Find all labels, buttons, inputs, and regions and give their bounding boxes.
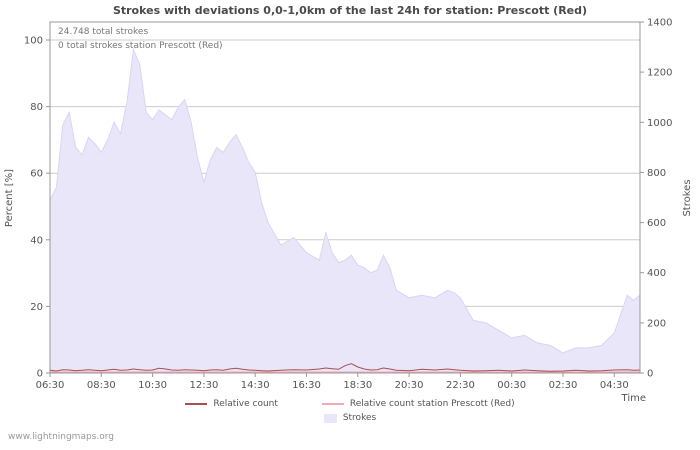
left-axis-tick-label: 0 — [37, 369, 43, 380]
right-axis-label: Strokes — [682, 179, 693, 216]
left-axis-tick-label: 20 — [30, 302, 43, 313]
x-axis-label: Time — [621, 393, 646, 404]
legend-label-relative-count-station: Relative count station Prescott (Red) — [349, 399, 515, 409]
left-axis-tick-label: 60 — [30, 169, 43, 180]
strokes-swatch — [323, 413, 337, 423]
left-axis-tick-label: 80 — [30, 102, 43, 113]
x-axis-tick-label: 20:30 — [395, 380, 424, 391]
total-strokes-annotation: 24.748 total strokes — [58, 27, 149, 37]
left-axis-tick-label: 100 — [24, 36, 43, 47]
x-axis-tick-label: 06:30 — [36, 380, 65, 391]
legend-item-relative-count: Relative count — [185, 399, 278, 409]
legend-item-strokes: Strokes — [323, 413, 377, 423]
right-axis-tick-label: 200 — [647, 318, 666, 329]
x-axis-tick-label: 00:30 — [497, 380, 526, 391]
watermark: www.lightningmaps.org — [8, 432, 114, 442]
x-axis-tick-label: 02:30 — [549, 380, 578, 391]
relative-count-line — [49, 363, 641, 372]
x-axis-tick-label: 18:30 — [343, 380, 372, 391]
x-axis-tick-label: 12:30 — [189, 380, 218, 391]
chart-title: Strokes with deviations 0,0-1,0km of the… — [112, 4, 588, 17]
left-axis-tick-label: 40 — [30, 235, 43, 246]
right-axis-tick-label: 0 — [647, 369, 653, 380]
station-strokes-annotation: 0 total strokes station Prescott (Red) — [58, 41, 223, 51]
x-axis-tick-label: 16:30 — [292, 380, 321, 391]
plot-frame — [49, 21, 641, 374]
x-axis-tick-label: 14:30 — [241, 380, 270, 391]
right-axis-tick-label: 1200 — [647, 68, 672, 79]
chart-plot: 020406080100020040060080010001200140006:… — [4, 18, 693, 405]
x-axis-tick-label: 22:30 — [446, 380, 475, 391]
relative-count-swatch — [185, 403, 208, 405]
right-axis-tick-label: 1000 — [647, 118, 672, 129]
legend-item-relative-count-station: Relative count station Prescott (Red) — [321, 399, 515, 409]
right-axis-tick-label: 600 — [647, 218, 666, 229]
x-axis-tick-label: 08:30 — [87, 380, 116, 391]
x-axis-tick-label: 10:30 — [138, 380, 167, 391]
right-axis-tick-label: 800 — [647, 168, 666, 179]
strokes-area — [49, 47, 641, 374]
left-axis-label: Percent [%] — [4, 169, 15, 227]
legend-row-lines: Relative count Relative count station Pr… — [185, 399, 515, 409]
legend-row-area: Strokes — [323, 413, 377, 423]
legend-label-relative-count: Relative count — [213, 399, 278, 409]
right-axis-tick-label: 400 — [647, 268, 666, 279]
relative-count-station-swatch — [321, 403, 344, 405]
legend-label-strokes: Strokes — [342, 413, 377, 423]
right-axis-tick-label: 1400 — [647, 18, 672, 29]
x-axis-tick-label: 04:30 — [600, 380, 629, 391]
legend: Relative count Relative count station Pr… — [0, 399, 700, 423]
